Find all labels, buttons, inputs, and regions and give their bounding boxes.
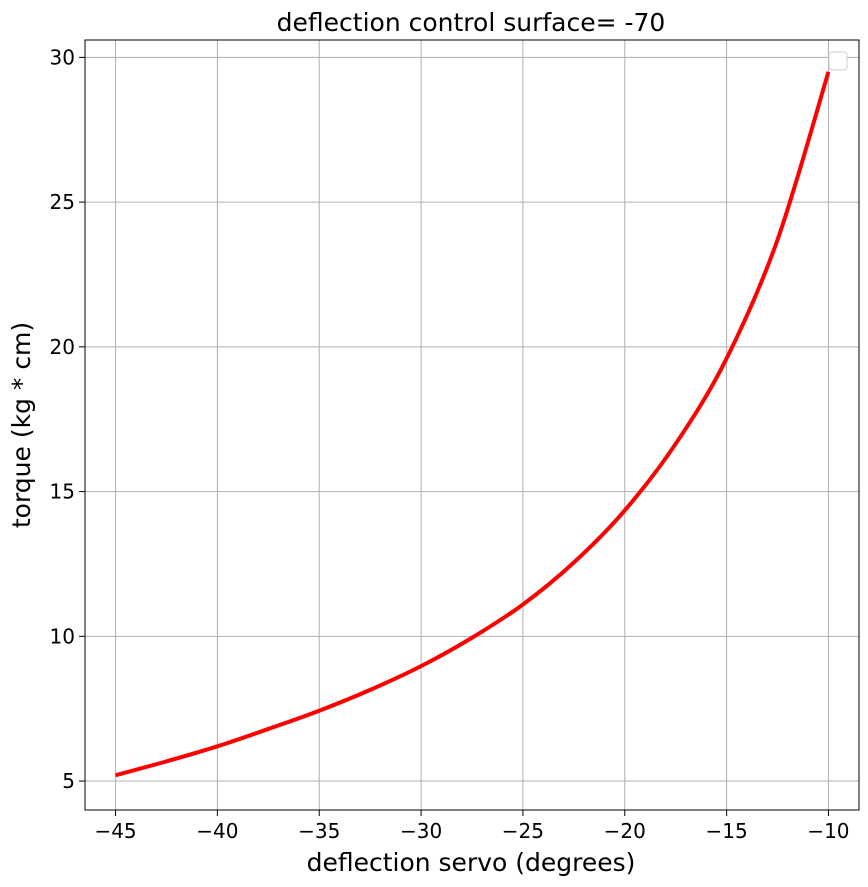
series-group bbox=[115, 71, 831, 778]
y-axis-title: torque (kg * cm) bbox=[7, 322, 36, 528]
x-tick-label: −15 bbox=[705, 819, 747, 843]
y-tick-label: 20 bbox=[50, 335, 75, 359]
grid-lines bbox=[85, 40, 859, 810]
y-tick-label: 5 bbox=[62, 769, 75, 793]
x-tick-label: −40 bbox=[196, 819, 238, 843]
x-tick-label: −30 bbox=[400, 819, 442, 843]
y-tick-label: 25 bbox=[50, 190, 75, 214]
y-axis: 5 10 15 20 25 30 bbox=[50, 45, 85, 793]
chart-title: deflection control surface= -70 bbox=[277, 8, 666, 37]
x-tick-label: −10 bbox=[807, 819, 849, 843]
x-axis: −45 −40 −35 −30 −25 −20 −15 −10 bbox=[94, 810, 850, 843]
legend-box bbox=[828, 51, 848, 71]
y-tick-label: 30 bbox=[50, 45, 75, 69]
plot-frame bbox=[84, 39, 860, 811]
y-tick-label: 15 bbox=[50, 480, 75, 504]
x-tick-label: −20 bbox=[604, 819, 646, 843]
x-tick-label: −35 bbox=[298, 819, 340, 843]
x-tick-label: −45 bbox=[94, 819, 136, 843]
series-line bbox=[115, 71, 831, 778]
x-tick-label: −25 bbox=[502, 819, 544, 843]
x-axis-title: deflection servo (degrees) bbox=[307, 848, 636, 877]
y-tick-label: 10 bbox=[50, 624, 75, 648]
